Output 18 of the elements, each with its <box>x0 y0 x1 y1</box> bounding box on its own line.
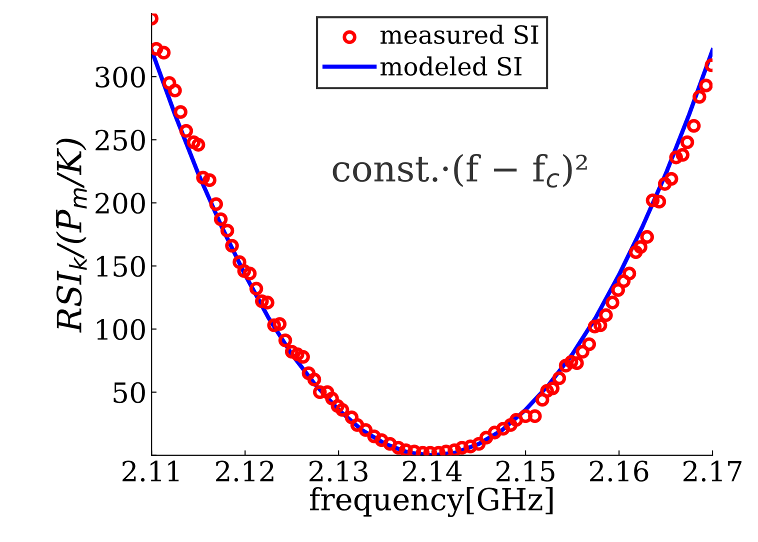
x-tick-label: 2.14 <box>403 460 462 482</box>
y-tick-label: 100 <box>97 319 145 340</box>
x-tick-label: 2.16 <box>590 460 648 482</box>
y-tick-label: 150 <box>97 256 145 277</box>
y-tick-label: 50 <box>114 382 145 404</box>
y-tick-label: 250 <box>96 130 145 151</box>
x-tick-label: 2.12 <box>216 460 274 482</box>
x-tick-label: 2.11 <box>122 460 179 482</box>
annotation: const.·(f − f$_{c}$)² <box>332 154 587 188</box>
y-tick-label: 200 <box>96 192 145 214</box>
legend-label: measured SI <box>380 24 538 44</box>
x-tick-label: 2.13 <box>310 460 368 482</box>
y-tick-label: 300 <box>96 66 145 88</box>
x-axis-title: frequency[GHz] <box>310 487 553 518</box>
x-tick-label: 2.17 <box>683 460 742 482</box>
x-tick-label: 2.15 <box>496 460 554 482</box>
y-axis-title: RSI$_{k}$/(P̅$_{m}$/K) <box>56 138 87 333</box>
legend-label: modeled SI <box>380 56 522 76</box>
